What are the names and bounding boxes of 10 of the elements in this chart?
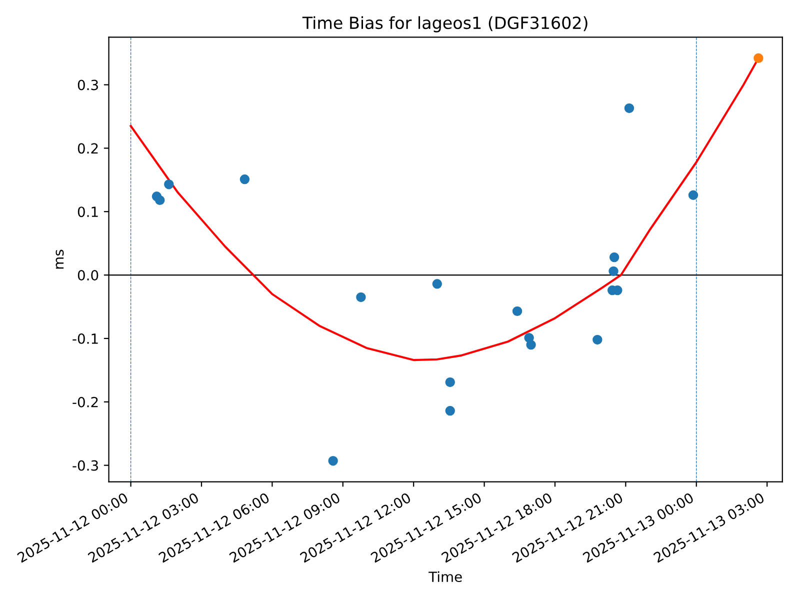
y-tick-label: 0.0 — [78, 270, 98, 281]
y-tick-label: 0.1 — [78, 206, 98, 218]
y-tick-label: -0.1 — [72, 333, 98, 344]
y-tick-label: -0.2 — [72, 396, 98, 408]
x-axis-title: Time — [428, 571, 462, 582]
chart-title: Time Bias for lageos1 (DGF31602) — [302, 16, 588, 32]
y-tick-label: 0.2 — [78, 143, 98, 154]
y-axis-title: ms — [56, 250, 64, 269]
y-tick-label: -0.3 — [72, 460, 98, 471]
y-tick-label: 0.3 — [78, 80, 98, 90]
